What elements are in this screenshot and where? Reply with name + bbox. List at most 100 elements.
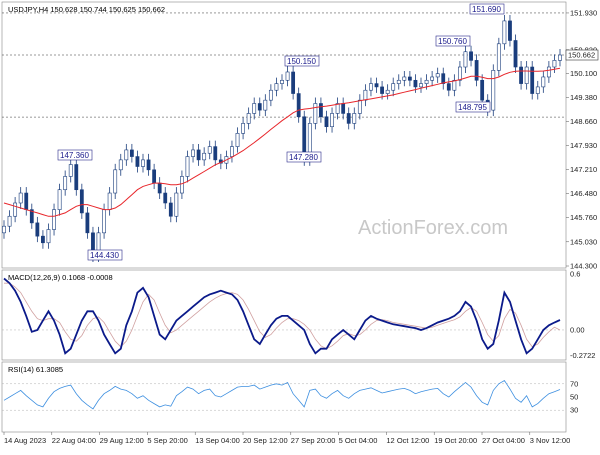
rsi-tick-label: 50	[570, 393, 578, 402]
price-tick-label: 144.300	[570, 262, 597, 271]
current-price-tag	[565, 49, 599, 61]
rsi-gridlines	[2, 383, 566, 411]
candle-body	[174, 192, 179, 217]
candle-body	[63, 176, 68, 191]
macd-header: MACD(12,26,9) 0.1068 -0.0008	[8, 273, 113, 282]
candle-body	[380, 86, 384, 94]
candle-body	[168, 202, 173, 217]
macd-panel-frame	[1, 269, 567, 361]
price-panel-frame	[1, 1, 567, 269]
candle-body	[313, 103, 318, 124]
x-tick-label: 27 Sep 20:00	[291, 436, 336, 445]
x-axis-ticks: 14 Aug 2023 22 Aug 04:00 29 Aug 12:00 5 Sep…	[3, 432, 570, 445]
x-tick-label: 22 Aug 04:00	[52, 436, 96, 445]
price-header: USDJPY,H4 150.628 150.744 150.625 150.66…	[8, 5, 165, 14]
callout-box	[286, 151, 322, 163]
callout-box	[435, 35, 471, 47]
candle-body	[68, 164, 73, 177]
candle-body	[519, 66, 523, 84]
candle-body	[508, 20, 512, 41]
candle-body	[152, 169, 157, 184]
price-gridlines	[2, 12, 566, 118]
callout-label: 150.760	[438, 37, 467, 46]
candle-body	[85, 212, 90, 234]
candle-body	[257, 103, 262, 111]
candle-body	[129, 149, 134, 157]
candle-body	[424, 79, 429, 84]
x-tick-label: 12 Oct 12:00	[386, 436, 429, 445]
candle-body	[396, 79, 401, 84]
rsi-panel-frame	[1, 361, 567, 433]
price-tick-label: 147.930	[570, 141, 597, 150]
candle-body	[458, 66, 462, 81]
candle-body	[7, 215, 12, 227]
price-tick-label: 145.760	[570, 213, 597, 222]
x-tick-label: 19 Oct 20:00	[434, 436, 477, 445]
candle-body	[41, 235, 45, 244]
candle-body	[18, 192, 23, 204]
candle-body	[502, 20, 507, 45]
candle-body	[74, 164, 79, 191]
candle-body	[57, 189, 62, 210]
candle-body	[319, 103, 323, 118]
candle-body	[235, 133, 240, 147]
price-axis-ticks: 151.930150.820150.100149.380148.660147.9…	[565, 8, 599, 271]
candle-body	[452, 79, 457, 91]
candle-body	[146, 159, 151, 171]
candle-body	[385, 89, 390, 94]
watermark-text: ActionForex.com	[358, 217, 508, 239]
callout-label: 147.360	[60, 151, 89, 160]
price-candles	[2, 14, 562, 263]
callout-label: 151.690	[472, 5, 501, 14]
macd-line	[3, 277, 561, 355]
moving-average-line	[3, 67, 561, 217]
rsi-tick-label: 70	[570, 379, 578, 388]
price-tick-label: 146.480	[570, 189, 597, 198]
candle-body	[552, 60, 557, 68]
candle-body	[263, 99, 268, 111]
callout-box	[455, 101, 491, 113]
price-tick-label: 145.030	[570, 237, 597, 246]
candle-body	[241, 123, 245, 134]
candle-body	[480, 79, 485, 101]
x-tick-label: 13 Sep 04:00	[195, 436, 240, 445]
candle-body	[113, 169, 118, 194]
candle-body	[430, 76, 435, 81]
candle-body	[524, 66, 529, 84]
x-tick-label: 29 Aug 12:00	[100, 436, 144, 445]
candle-body	[296, 93, 301, 118]
candle-body	[207, 146, 212, 154]
x-tick-label: 5 Oct 04:00	[339, 436, 378, 445]
current-price-label: 150.662	[568, 51, 595, 60]
candle-body	[324, 116, 329, 128]
callout-label: 147.280	[289, 153, 318, 162]
rsi-header: RSI(14) 61.3085	[8, 365, 63, 374]
callout-box	[57, 149, 93, 161]
macd-axis-ticks: 0.6 0.00 -0.2722	[570, 269, 595, 360]
candle-body	[402, 76, 407, 81]
candle-body	[185, 156, 190, 177]
price-tick-label: 149.380	[570, 93, 597, 102]
candle-body	[252, 103, 257, 114]
candle-body	[530, 66, 535, 94]
callout-label: 150.150	[287, 57, 316, 66]
candle-body	[335, 103, 340, 114]
candle-body	[141, 159, 145, 167]
x-tick-label: 27 Oct 04:00	[482, 436, 525, 445]
candle-body	[52, 209, 56, 230]
candle-body	[558, 54, 562, 61]
callout-label: 148.795	[458, 103, 487, 112]
callout-label: 144.430	[90, 251, 119, 260]
macd-tick-label: 0.00	[570, 325, 585, 334]
candle-body	[346, 113, 351, 124]
macd-tick-label: 0.6	[570, 269, 580, 278]
candle-body	[29, 209, 34, 224]
x-tick-label: 3 Nov 12:00	[530, 436, 570, 445]
candle-body	[157, 182, 162, 194]
rsi-axis-ticks: 70 50 30	[570, 379, 578, 414]
candle-body	[407, 76, 412, 81]
candle-body	[291, 71, 296, 94]
price-tick-label: 147.210	[570, 165, 597, 174]
candle-body	[163, 192, 168, 204]
candle-body	[541, 76, 546, 88]
